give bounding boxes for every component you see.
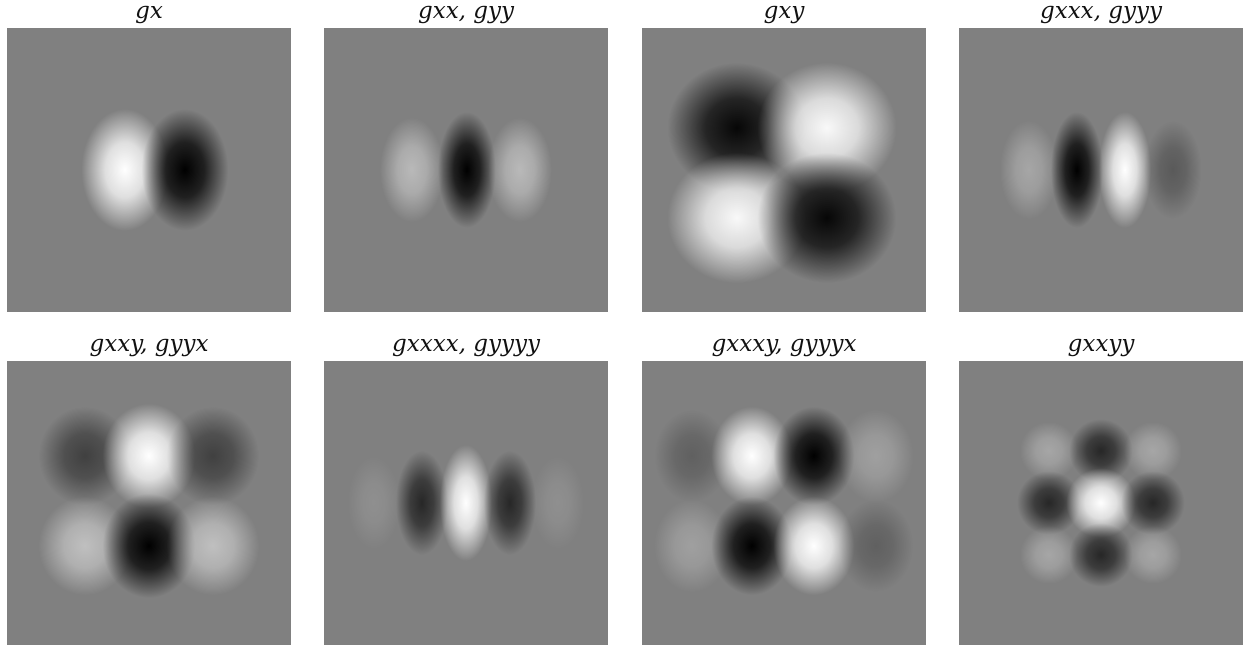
positive-lobe: [1124, 422, 1182, 480]
positive-lobe: [1098, 112, 1152, 228]
negative-lobe: [438, 112, 496, 228]
panel-title: gx: [135, 0, 163, 24]
negative-lobe: [838, 499, 914, 593]
positive-lobe: [757, 62, 897, 194]
panel-title: gxy: [763, 0, 805, 24]
filter-image-gx: [7, 28, 291, 312]
positive-lobe: [488, 117, 552, 223]
negative-lobe: [1069, 419, 1133, 483]
positive-lobe: [838, 409, 914, 503]
negative-lobe: [711, 496, 793, 596]
negative-lobe: [1144, 120, 1202, 220]
panel-title: gxxy, gyyx: [89, 331, 209, 357]
positive-lobe: [711, 406, 793, 506]
negative-lobe: [654, 409, 730, 503]
positive-lobe: [1020, 422, 1078, 480]
negative-lobe: [1069, 523, 1133, 587]
positive-lobe: [81, 109, 169, 231]
filter-image-gxy: [642, 28, 926, 312]
panel-title: gxxx, gyyy: [1040, 0, 1162, 24]
negative-lobe: [141, 109, 229, 231]
positive-lobe: [654, 499, 730, 593]
positive-lobe: [773, 496, 855, 596]
filter-image-gxxxx-gyyyy: [324, 361, 608, 645]
positive-lobe: [166, 496, 260, 596]
filter-image-gxxyy: [959, 361, 1243, 645]
negative-lobe: [483, 450, 537, 556]
positive-lobe: [347, 456, 401, 550]
filter-image-gxxxy-gyyyx: [642, 361, 926, 645]
positive-lobe: [102, 403, 196, 509]
panel-title: gxxxy, gyyyx: [711, 331, 857, 357]
filter-image-gxxx-gyyy: [959, 28, 1243, 312]
negative-lobe: [773, 406, 855, 506]
negative-lobe: [1017, 471, 1081, 535]
filter-image-gxx-gyy: [324, 28, 608, 312]
positive-lobe: [1000, 120, 1058, 220]
positive-lobe: [1066, 468, 1136, 538]
negative-lobe: [395, 450, 449, 556]
positive-lobe: [531, 456, 585, 550]
negative-lobe: [102, 493, 196, 599]
negative-lobe: [166, 406, 260, 506]
negative-lobe: [1121, 471, 1185, 535]
positive-lobe: [439, 445, 493, 561]
positive-lobe: [1020, 526, 1078, 584]
negative-lobe: [1050, 112, 1104, 228]
positive-lobe: [1124, 526, 1182, 584]
panel-title: gxxxx, gyyyy: [392, 331, 540, 357]
panel-title: gxxyy: [1067, 331, 1135, 357]
positive-lobe: [380, 117, 444, 223]
filter-image-gxxy-gyyx: [7, 361, 291, 645]
panel-title: gxx, gyy: [418, 0, 514, 24]
negative-lobe: [757, 152, 897, 284]
